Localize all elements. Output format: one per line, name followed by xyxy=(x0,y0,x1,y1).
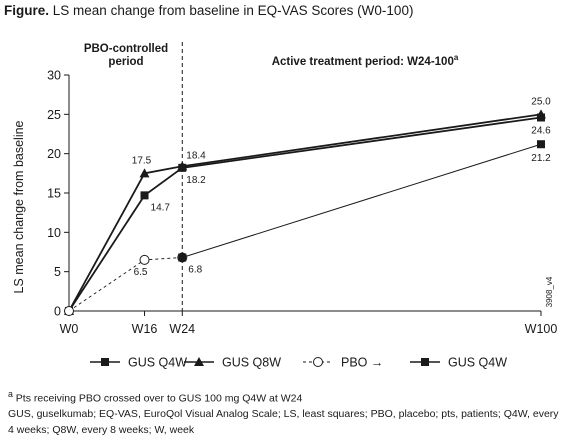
chart-title: Figure. LS mean change from baseline in … xyxy=(4,3,413,18)
legend-marker xyxy=(101,358,109,366)
legend-label: GUS Q4W xyxy=(448,356,507,370)
figure-code: 3908_v4 xyxy=(545,276,554,307)
y-tick-label: 5 xyxy=(54,265,61,279)
data-point xyxy=(177,161,188,171)
period-label-pbo: PBO-controlled xyxy=(84,43,168,55)
data-label: 25.0 xyxy=(531,96,551,107)
legend-label: GUS Q4W xyxy=(128,356,187,370)
data-point xyxy=(536,109,546,119)
data-point xyxy=(140,191,149,200)
abbreviations-footnote: GUS, guselkumab; EQ-VAS, EuroQol Visual … xyxy=(8,408,559,436)
data-point xyxy=(537,140,545,149)
chart-title-label: Figure. xyxy=(4,3,50,18)
y-tick-label: 30 xyxy=(47,69,61,83)
legend-marker xyxy=(421,358,429,366)
data-point xyxy=(64,306,74,316)
data-label: 18.2 xyxy=(186,175,206,186)
y-tick-label: 25 xyxy=(47,108,61,122)
footnote-crossover: a Pts receiving PBO crossed over to GUS … xyxy=(8,389,302,405)
legend-marker xyxy=(313,357,323,367)
series-line-1 xyxy=(68,113,542,312)
data-label: 18.4 xyxy=(186,150,206,161)
footnote-crossover-text: Pts receiving PBO crossed over to GUS 10… xyxy=(15,392,303,405)
period-label-active: Active treatment period: W24-100a xyxy=(272,53,459,68)
data-label: 17.5 xyxy=(132,155,152,166)
data-label: 14.7 xyxy=(151,202,171,213)
data-point xyxy=(178,253,187,262)
data-point xyxy=(139,168,150,178)
x-tick-label: W100 xyxy=(525,322,558,336)
period-label-pbo: period xyxy=(108,56,143,68)
y-tick-label: 20 xyxy=(47,147,61,161)
series-line-3 xyxy=(182,143,542,258)
data-label: 21.2 xyxy=(531,153,551,164)
footnote-marker: a xyxy=(8,389,13,399)
series-line-0 xyxy=(68,116,542,312)
legend-label: PBO → xyxy=(341,356,383,370)
y-tick-label: 10 xyxy=(47,226,61,240)
y-tick-label: 15 xyxy=(47,187,61,201)
legend-label: GUS Q8W xyxy=(222,356,281,370)
period-label-superscript: a xyxy=(454,53,459,62)
data-point xyxy=(139,254,150,265)
legend-marker xyxy=(194,357,204,366)
chart-title-text: LS mean change from baseline in EQ-VAS S… xyxy=(52,3,414,18)
data-label: 24.6 xyxy=(531,125,551,136)
x-tick-label: W24 xyxy=(169,322,195,336)
data-label: 6.8 xyxy=(188,265,202,276)
x-tick-label: W0 xyxy=(60,322,79,336)
line-chart: 0 5 10 15 20 25 30 W0 W16 W24 W100 LS mean change f… xyxy=(12,42,558,370)
y-axis-label: LS mean change from baseline xyxy=(12,120,26,293)
x-tick-label: W16 xyxy=(132,322,158,336)
y-tick-label: 0 xyxy=(54,305,61,319)
data-label: 6.5 xyxy=(134,267,148,278)
